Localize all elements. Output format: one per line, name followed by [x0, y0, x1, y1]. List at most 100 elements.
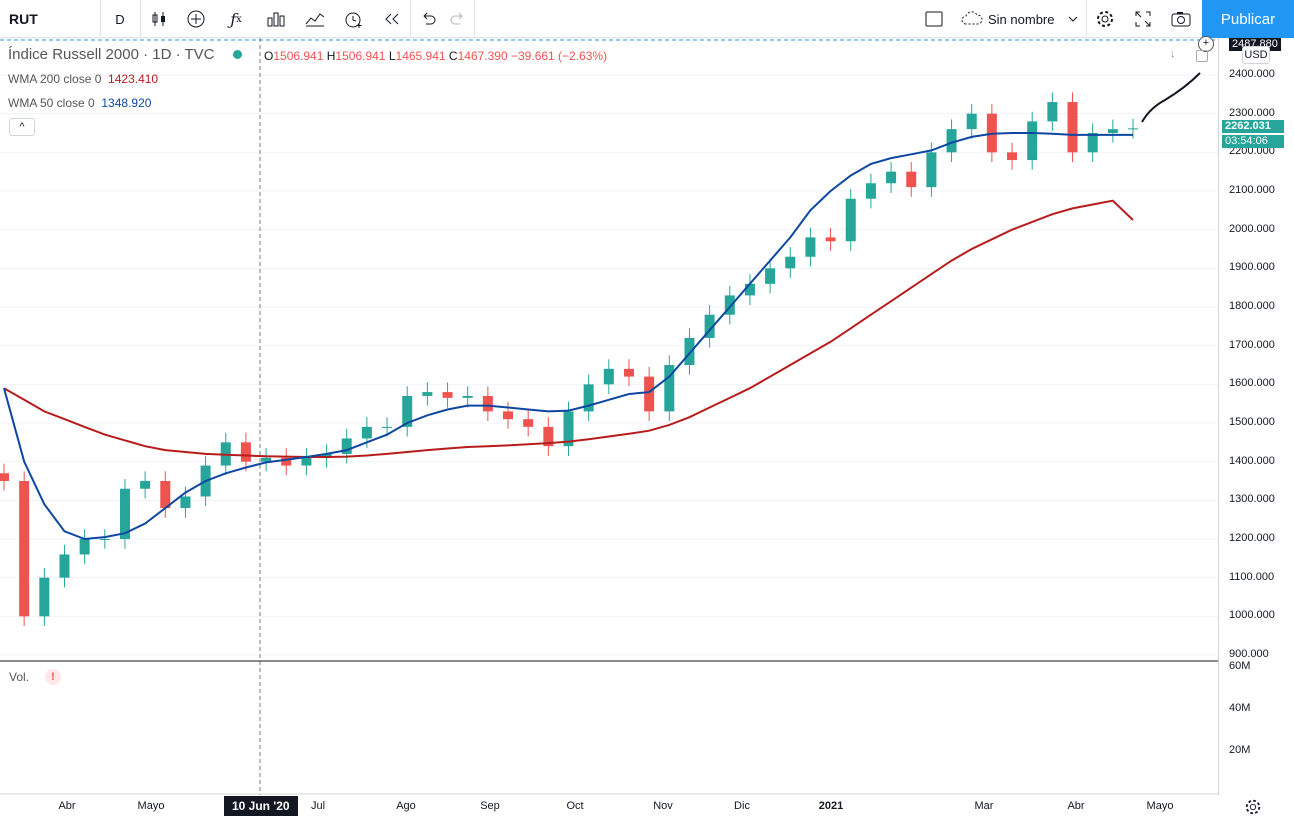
layout-name-button[interactable]: Sin nombre: [954, 0, 1086, 38]
price-scale-label: 1200.000: [1229, 532, 1275, 544]
layout-name-label: Sin nombre: [988, 11, 1055, 27]
symbol-title[interactable]: Índice Russell 2000 · 1D · TVC: [8, 46, 215, 63]
cloud-icon: [961, 11, 983, 25]
scroll-down-arrow-icon[interactable]: ↓: [1170, 48, 1176, 60]
candle-body: [583, 384, 594, 412]
templates-bar-icon[interactable]: [258, 0, 294, 38]
price-scale[interactable]: [1218, 38, 1294, 795]
price-scale-label: 1300.000: [1229, 493, 1275, 506]
candle-body: [1027, 121, 1038, 161]
chart-square-icon[interactable]: [1196, 50, 1208, 62]
candle-body: [543, 426, 554, 447]
candle-body: [382, 426, 393, 428]
legend-collapse-button[interactable]: ^: [9, 118, 35, 136]
candle-body: [442, 392, 453, 398]
candle-body: [684, 337, 695, 365]
crosshair-time-label: 10 Jun '20: [224, 796, 298, 816]
toolbar-divider: [140, 0, 141, 38]
volume-scale-label: 20M: [1229, 744, 1251, 756]
candle-body: [160, 481, 171, 509]
volume-scale-label: 60M: [1229, 660, 1251, 672]
candle-body: [785, 256, 796, 269]
price-scale-label: 2200.000: [1229, 145, 1275, 158]
candle-body: [240, 442, 251, 462]
redo-icon[interactable]: [444, 0, 472, 38]
time-axis-label: Nov: [653, 800, 673, 812]
candle-body: [462, 395, 473, 398]
snapshot-camera-icon[interactable]: [1164, 0, 1198, 38]
candle-body: [704, 314, 715, 338]
chart-type-candles-icon[interactable]: [142, 0, 176, 38]
candle-body: [865, 183, 876, 199]
time-axis-label: Ago: [396, 800, 416, 812]
time-axis-label: Mayo: [137, 800, 165, 812]
candle-body: [1007, 152, 1018, 161]
price-scale-label: 1500.000: [1229, 416, 1275, 428]
candle-body: [805, 237, 816, 257]
candle-body: [361, 426, 372, 439]
price-scale-label: 2100.000: [1229, 184, 1275, 196]
price-chart[interactable]: [0, 38, 1218, 795]
candle-body: [281, 457, 292, 466]
candle-body: [1107, 129, 1118, 133]
wma50-legend[interactable]: WMA 50 close 0 1348.920: [8, 96, 152, 110]
add-alert-plus-icon[interactable]: +: [1198, 36, 1214, 52]
time-axis-label: Dic: [734, 800, 750, 812]
candle-body: [886, 171, 897, 184]
volume-warning-icon[interactable]: !: [45, 669, 61, 685]
undo-icon[interactable]: [412, 0, 444, 38]
price-scale-label: 2400.000: [1229, 68, 1275, 80]
time-axis-label: Abr: [58, 800, 76, 812]
drawing-arrow-annotation[interactable]: [1141, 72, 1201, 123]
wma200-legend[interactable]: WMA 200 close 0 1423.410: [8, 72, 159, 86]
price-scale-label: 2000.000: [1229, 222, 1275, 235]
volume-scale-label: 40M: [1229, 702, 1251, 714]
candle-body: [99, 539, 110, 540]
candle-body: [523, 419, 534, 427]
settings-gear-icon[interactable]: [1088, 0, 1122, 38]
price-scale-label: 1900.000: [1229, 261, 1275, 274]
time-axis-label: Jul: [310, 800, 326, 812]
candle-body: [1087, 133, 1098, 153]
candle-body: [623, 368, 634, 377]
price-scale-label: 1800.000: [1229, 300, 1275, 312]
replay-rewind-icon[interactable]: [374, 0, 410, 38]
candle-body: [180, 496, 191, 509]
publish-button[interactable]: Publicar: [1202, 0, 1294, 38]
candle-series: [0, 92, 1138, 626]
candle-body: [19, 481, 30, 617]
candle-body: [402, 395, 413, 427]
toolbar-divider: [100, 0, 101, 38]
alert-clock-icon[interactable]: [336, 0, 372, 38]
fullscreen-icon[interactable]: [1126, 0, 1160, 38]
candle-body: [563, 411, 574, 447]
toolbar-divider: [1086, 0, 1087, 38]
bar-countdown-badge: 03:54:06: [1222, 135, 1284, 148]
currency-label[interactable]: USD: [1242, 46, 1270, 64]
price-scale-label: 1600.000: [1229, 377, 1275, 390]
financials-chart-icon[interactable]: [296, 0, 334, 38]
candle-body: [0, 473, 9, 481]
candle-body: [603, 368, 614, 385]
candle-body: [321, 453, 332, 458]
compare-symbol-icon[interactable]: [178, 0, 214, 38]
symbol-search-button[interactable]: RUT: [9, 11, 38, 27]
candle-body: [906, 171, 917, 188]
candle-body: [301, 457, 312, 466]
toolbar-divider: [410, 0, 411, 38]
candle-body: [644, 376, 655, 412]
candle-body: [1067, 102, 1078, 153]
candle-body: [39, 577, 50, 617]
candle-body: [825, 237, 836, 242]
layout-select-icon[interactable]: [916, 0, 952, 38]
candle-body: [664, 365, 675, 412]
volume-label[interactable]: Vol.: [9, 670, 30, 684]
time-axis-settings-gear-icon[interactable]: [1244, 798, 1262, 821]
candle-body: [482, 395, 493, 412]
wma50-line: [3, 132, 1133, 541]
candle-body: [503, 411, 514, 420]
interval-button[interactable]: D: [115, 11, 125, 27]
current-price-badge: 2262.031: [1222, 120, 1284, 133]
